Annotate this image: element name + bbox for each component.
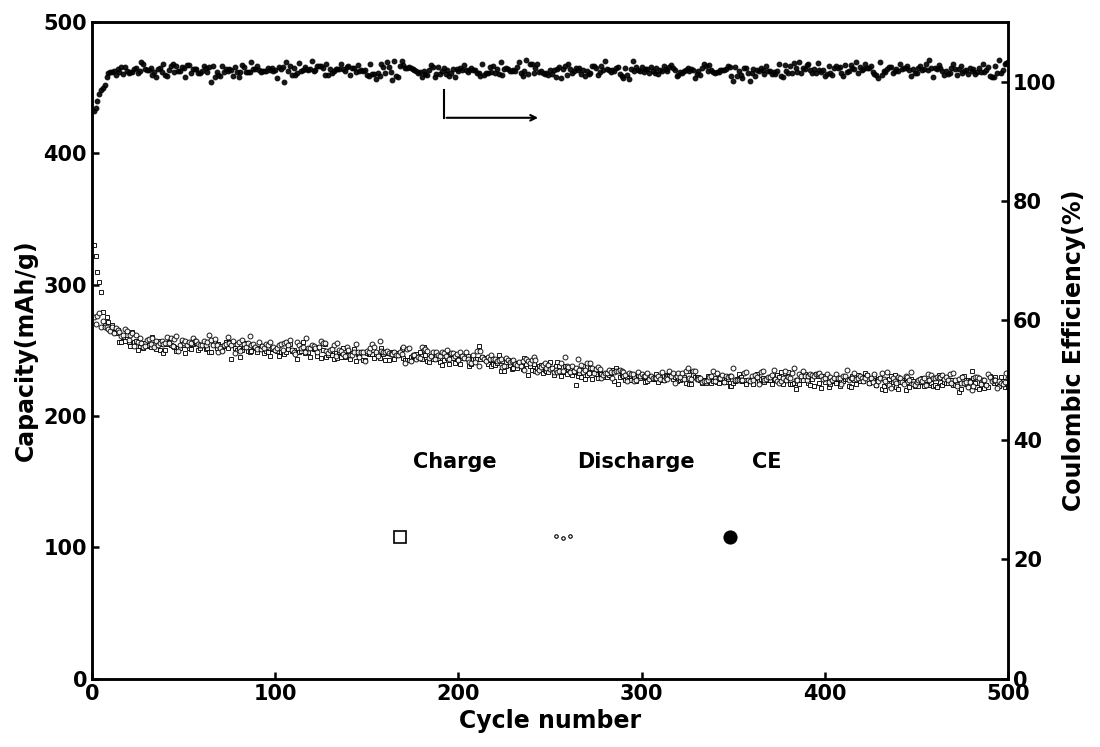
- Text: Discharge: Discharge: [578, 452, 695, 472]
- Y-axis label: Coulombic Efficiency(%): Coulombic Efficiency(%): [1063, 190, 1086, 511]
- Y-axis label: Capacity(mAh/g): Capacity(mAh/g): [14, 240, 37, 461]
- Text: Charge: Charge: [412, 452, 496, 472]
- X-axis label: Cycle number: Cycle number: [459, 709, 641, 733]
- Text: CE: CE: [751, 452, 781, 472]
